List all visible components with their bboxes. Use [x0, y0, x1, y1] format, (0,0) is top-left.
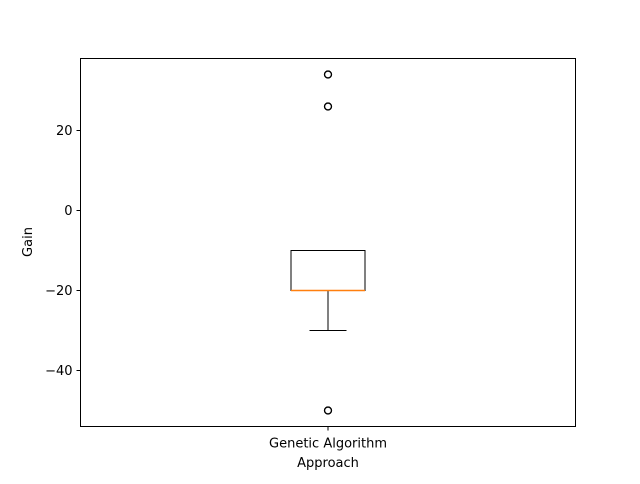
y-tick-label: 20 — [56, 124, 73, 139]
x-axis: Genetic Algorithm — [269, 426, 387, 452]
boxes-layer — [290, 70, 366, 415]
y-tick-label: −40 — [45, 364, 72, 379]
y-axis-label: Gain — [21, 227, 36, 257]
outlier-point — [323, 406, 333, 415]
plot-frame — [80, 58, 576, 427]
y-axis: −40 −20 0 20 — [45, 124, 81, 379]
y-tick-label: −20 — [45, 284, 72, 299]
y-tick-label: 0 — [64, 204, 72, 219]
x-tick-label: Genetic Algorithm — [269, 437, 387, 452]
box-iqr — [290, 250, 366, 291]
outlier-point — [323, 70, 333, 79]
outlier-point — [323, 102, 333, 111]
x-axis-label: Approach — [297, 456, 359, 471]
